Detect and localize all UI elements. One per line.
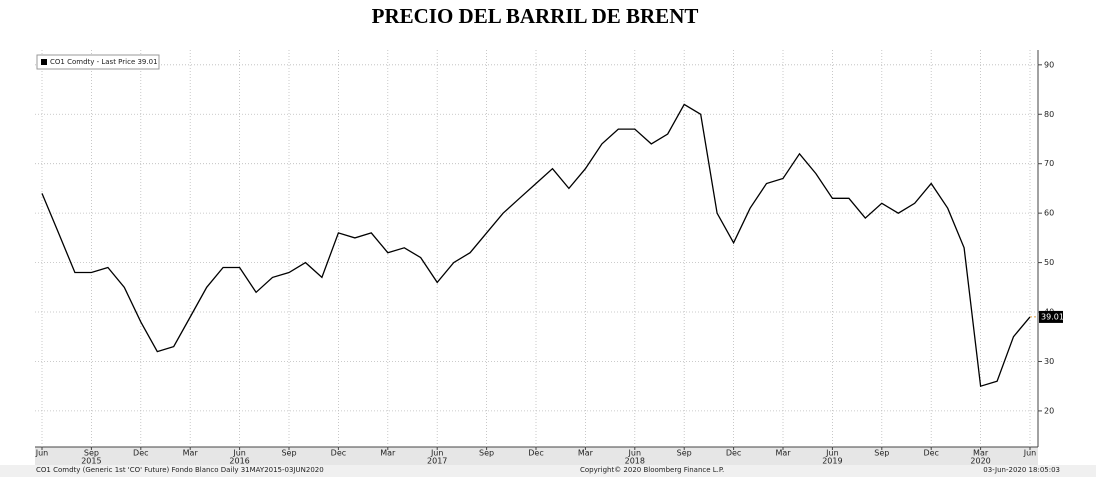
x-tick-label: Mar — [973, 449, 989, 458]
x-axis-band — [35, 447, 1038, 465]
y-tick-label: 50 — [1044, 258, 1054, 267]
legend-label: CO1 Comdty - Last Price 39.01 — [50, 58, 158, 66]
y-tick-label: 20 — [1044, 406, 1054, 415]
x-tick-label: Mar — [183, 449, 199, 458]
y-tick-label: 60 — [1044, 209, 1054, 218]
footer-left: CO1 Comdty (Generic 1st 'CO' Future) Fon… — [36, 466, 324, 474]
y-tick-label: 80 — [1044, 110, 1054, 119]
year-label: 2015 — [81, 457, 101, 466]
x-tick-label: Jun — [628, 449, 642, 458]
x-tick-label: Jun — [825, 449, 839, 458]
x-tick-label: Mar — [578, 449, 594, 458]
x-tick-label: Sep — [874, 449, 889, 458]
x-tick-label: Sep — [677, 449, 692, 458]
x-tick-label: Sep — [281, 449, 296, 458]
legend-swatch — [41, 59, 47, 65]
x-tick-label: Dec — [331, 449, 346, 458]
x-tick-label: Jun — [430, 449, 444, 458]
last-price-label: 39.01 — [1041, 312, 1064, 321]
x-tick-label: Dec — [528, 449, 543, 458]
x-tick-label: Dec — [133, 449, 148, 458]
year-label: 2016 — [229, 457, 249, 466]
footer-band — [0, 465, 1096, 477]
x-tick-label: Mar — [775, 449, 791, 458]
y-tick-label: 90 — [1044, 60, 1054, 69]
year-label: 2019 — [822, 457, 842, 466]
y-tick-label: 30 — [1044, 357, 1054, 366]
x-tick-label: Sep — [479, 449, 494, 458]
legend-box — [36, 54, 160, 70]
chart-title: PRECIO DEL BARRIL DE BRENT — [372, 4, 699, 28]
year-label: 2018 — [625, 457, 645, 466]
x-tick-label: Mar — [380, 449, 396, 458]
price-line — [41, 103, 1031, 388]
year-label: 2017 — [427, 457, 447, 466]
x-tick-label: Dec — [923, 449, 938, 458]
x-tick-label: Jun — [1023, 449, 1037, 458]
x-tick-label: Jun — [35, 449, 49, 458]
y-tick-label: 70 — [1044, 159, 1054, 168]
last-price-tag — [1039, 310, 1063, 323]
year-label: 2020 — [970, 457, 990, 466]
x-tick-label: Sep — [84, 449, 99, 458]
footer-right: 03-Jun-2020 18:05:03 — [983, 466, 1060, 474]
x-tick-label: Dec — [726, 449, 741, 458]
footer-center: Copyright© 2020 Bloomberg Finance L.P. — [580, 466, 724, 474]
x-tick-label: Jun — [232, 449, 246, 458]
